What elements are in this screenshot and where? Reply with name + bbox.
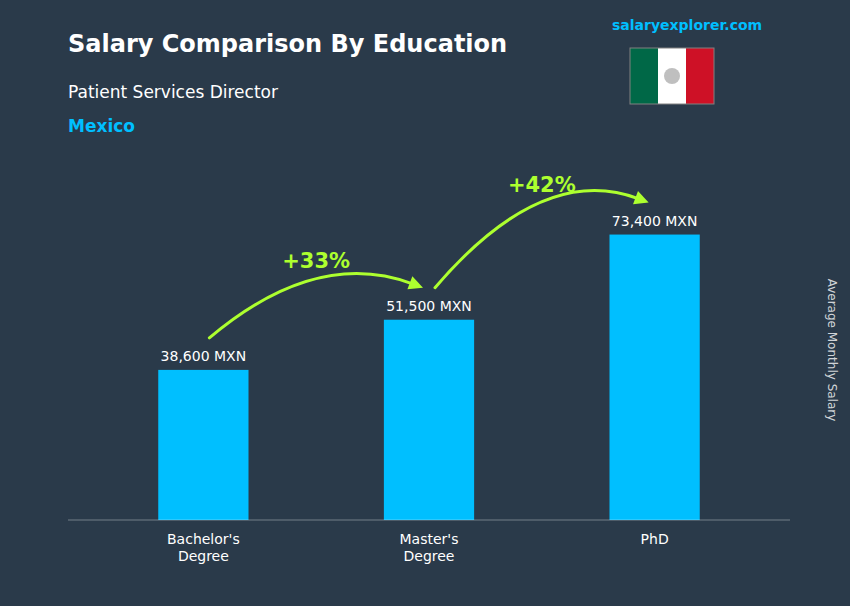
change-label: +33% bbox=[282, 249, 350, 273]
data-label: 38,600 MXN bbox=[161, 348, 247, 364]
arrow-head bbox=[407, 276, 423, 289]
country: Mexico bbox=[68, 116, 135, 136]
x-tick-label-line: PhD bbox=[641, 531, 669, 547]
x-tick-label-line: Bachelor's bbox=[167, 531, 240, 547]
x-tick-label-line: Degree bbox=[404, 548, 455, 564]
x-tick-label-line: Master's bbox=[400, 531, 459, 547]
y-axis-label: Average Monthly Salary bbox=[825, 279, 839, 422]
brand: salaryexplorer.com bbox=[612, 17, 762, 33]
change-arrow bbox=[209, 273, 423, 337]
arrow-curve bbox=[209, 273, 412, 337]
title: Salary Comparison By Education bbox=[68, 30, 507, 58]
flag-stripe bbox=[630, 48, 658, 104]
x-tick-label: Bachelor'sDegree bbox=[167, 531, 240, 564]
arrow-head bbox=[633, 191, 649, 204]
data-label: 51,500 MXN bbox=[386, 298, 472, 314]
bar bbox=[610, 235, 700, 520]
x-tick-label: Master'sDegree bbox=[400, 531, 459, 564]
change-arrow bbox=[435, 191, 649, 288]
x-tick-label-line: Degree bbox=[178, 548, 229, 564]
change-label: +42% bbox=[508, 173, 576, 197]
background bbox=[0, 0, 850, 606]
bar bbox=[158, 370, 248, 520]
flag-stripe bbox=[686, 48, 714, 104]
arrow-curve bbox=[435, 191, 638, 288]
flag-emblem bbox=[664, 68, 680, 84]
flag-border bbox=[630, 48, 714, 104]
subtitle: Patient Services Director bbox=[68, 82, 278, 102]
bars bbox=[158, 235, 700, 520]
flag-stripe bbox=[658, 48, 686, 104]
x-axis-line bbox=[68, 520, 790, 521]
data-label: 73,400 MXN bbox=[612, 213, 698, 229]
bar bbox=[384, 320, 474, 520]
flag bbox=[630, 48, 714, 104]
chart: Salary Comparison By Education Patient Se… bbox=[0, 0, 850, 606]
x-tick-label: PhD bbox=[641, 531, 669, 547]
